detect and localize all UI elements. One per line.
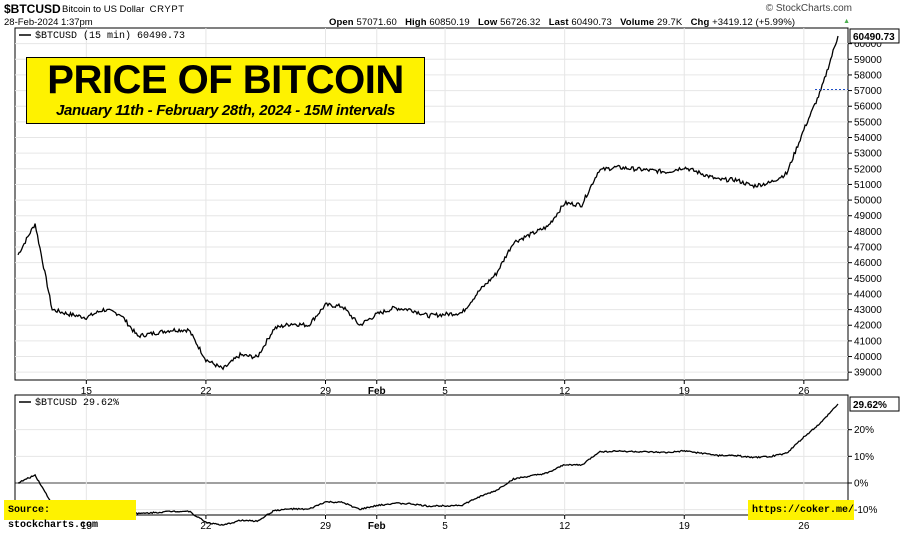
y-tick-label: 47000 [854, 243, 882, 254]
y-tick-label: 54000 [854, 133, 882, 144]
y-tick-label: 41000 [854, 336, 882, 347]
y-tick-label: 0% [854, 479, 869, 490]
y-tick-label: 55000 [854, 117, 882, 128]
x-tick-label: 15 [81, 386, 93, 397]
chart-title: PRICE OF BITCOIN [47, 58, 404, 102]
y-tick-label: 43000 [854, 305, 882, 316]
y-tick-label: 10% [854, 452, 874, 463]
symbol-label: $BTCUSD [4, 2, 61, 16]
y-tick-label: 42000 [854, 321, 882, 332]
last-value-box [849, 28, 900, 44]
y-tick-label: 20% [854, 425, 874, 436]
x-tick-label: 19 [679, 521, 691, 532]
x-tick-label: Feb [368, 386, 386, 397]
y-tick-label: 40000 [854, 352, 882, 363]
y-tick-label: 52000 [854, 164, 882, 175]
quote-bar: Open 57071.60 High 60850.19 Low 56726.32… [329, 17, 796, 28]
x-tick-label: 29 [320, 521, 332, 532]
title-banner: PRICE OF BITCOIN January 11th - February… [26, 57, 425, 124]
x-tick-label: 5 [442, 386, 448, 397]
y-tick-label: 48000 [854, 227, 882, 238]
x-tick-label: 29 [320, 386, 332, 397]
y-tick-label: 53000 [854, 149, 882, 160]
link-tag[interactable]: https://coker.me/ [748, 500, 854, 520]
x-tick-label: 26 [798, 521, 810, 532]
x-tick-label: Feb [368, 521, 386, 532]
source-tag: Source: stockcharts.com [4, 500, 136, 531]
y-tick-label: -10% [854, 505, 877, 516]
y-tick-label: 58000 [854, 70, 882, 81]
y-tick-label: 57000 [854, 86, 882, 97]
x-tick-label: 19 [679, 386, 691, 397]
up-triangle-icon: ▲ [843, 18, 850, 25]
legend-entry: $BTCUSD (15 min) 60490.73 [35, 30, 185, 42]
legend-entry: $BTCUSD 29.62% [35, 397, 119, 409]
x-tick-label: 5 [442, 521, 448, 532]
x-tick-label: 22 [200, 386, 212, 397]
panel-frame-1 [14, 394, 849, 516]
x-tick-label: 12 [559, 521, 571, 532]
chart-subtitle: January 11th - February 28th, 2024 - 15M… [55, 102, 396, 119]
last-value-box [849, 396, 900, 412]
y-tick-label: 60000 [854, 39, 882, 50]
y-tick-label: 56000 [854, 102, 882, 113]
y-tick-label: 39000 [854, 368, 882, 379]
y-tick-label: 49000 [854, 211, 882, 222]
symbol-description: Bitcoin to US Dollar CRYPT [62, 4, 185, 15]
last-value-label: 60490.73 [853, 32, 895, 43]
y-tick-label: 59000 [854, 55, 882, 66]
y-tick-label: 45000 [854, 274, 882, 285]
x-tick-label: 12 [559, 386, 571, 397]
series-line-1 [17, 403, 839, 526]
timestamp: 28-Feb-2024 1:37pm [4, 17, 93, 28]
last-value-label: 29.62% [853, 400, 887, 411]
brand-label: © StockCharts.com [765, 3, 852, 14]
y-tick-label: 46000 [854, 258, 882, 269]
x-tick-label: 15 [81, 521, 93, 532]
y-tick-label: 50000 [854, 196, 882, 207]
series-line-0 [17, 35, 839, 371]
x-tick-label: 26 [798, 386, 810, 397]
y-tick-label: 51000 [854, 180, 882, 191]
x-tick-label: 22 [200, 521, 212, 532]
y-tick-label: 44000 [854, 289, 882, 300]
